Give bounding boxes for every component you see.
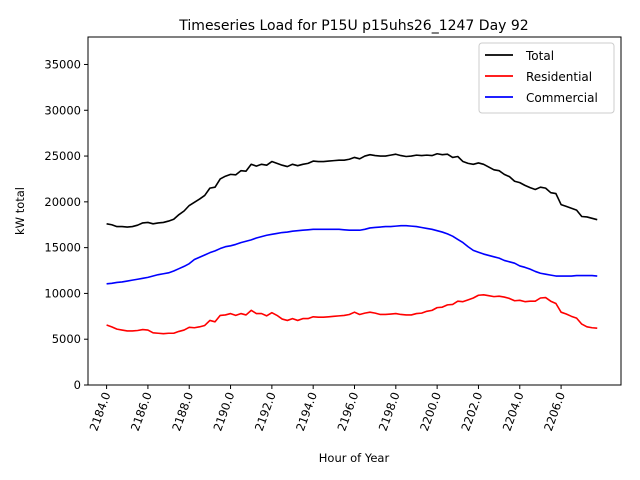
x-tick-label: 2196.0 — [334, 390, 361, 433]
x-axis: 2184.0 2186.0 2188.0 2190.0 2192.0 2194.0 2196… — [86, 385, 568, 433]
x-tick-label: 2198.0 — [376, 390, 403, 433]
x-tick-label: 2202.0 — [458, 390, 485, 433]
y-tick-label: 0 — [74, 378, 81, 392]
y-tick-label: 10000 — [44, 286, 81, 300]
legend-box — [478, 42, 615, 114]
series-line-total — [106, 152, 598, 228]
x-tick-label: 2190.0 — [210, 390, 237, 433]
chart-title: Timeseries Load for P15U p15uhs26_1247 D… — [178, 18, 528, 34]
y-tick-label: 15000 — [44, 241, 81, 255]
y-tick-label: 35000 — [44, 57, 81, 71]
x-tick-label: 2206.0 — [541, 390, 568, 433]
y-tick-label: 25000 — [44, 149, 81, 163]
y-tick-label: 20000 — [44, 195, 81, 209]
x-tick-label: 2200.0 — [417, 390, 444, 433]
x-axis-label: Hour of Year — [319, 451, 390, 465]
legend-label-total: Total — [525, 49, 554, 63]
legend-label-residential: Residential — [526, 70, 592, 84]
y-tick-label: 5000 — [52, 332, 81, 346]
series-line-commercial — [106, 224, 598, 285]
legend: Total Residential Commercial — [478, 42, 615, 114]
series-layer — [106, 152, 598, 335]
legend-label-commercial: Commercial — [526, 91, 598, 105]
y-axis-label: kW total — [13, 187, 27, 235]
x-tick-label: 2188.0 — [169, 390, 196, 433]
x-tick-label: 2204.0 — [500, 390, 527, 433]
y-axis: 0 5000 10000 15000 20000 25000 30000 35000 — [44, 57, 88, 392]
x-tick-label: 2186.0 — [128, 390, 155, 433]
x-tick-label: 2184.0 — [86, 390, 113, 433]
x-tick-label: 2192.0 — [252, 390, 279, 433]
series-line-residential — [106, 293, 598, 335]
y-tick-label: 30000 — [44, 103, 81, 117]
x-tick-label: 2194.0 — [293, 390, 320, 433]
